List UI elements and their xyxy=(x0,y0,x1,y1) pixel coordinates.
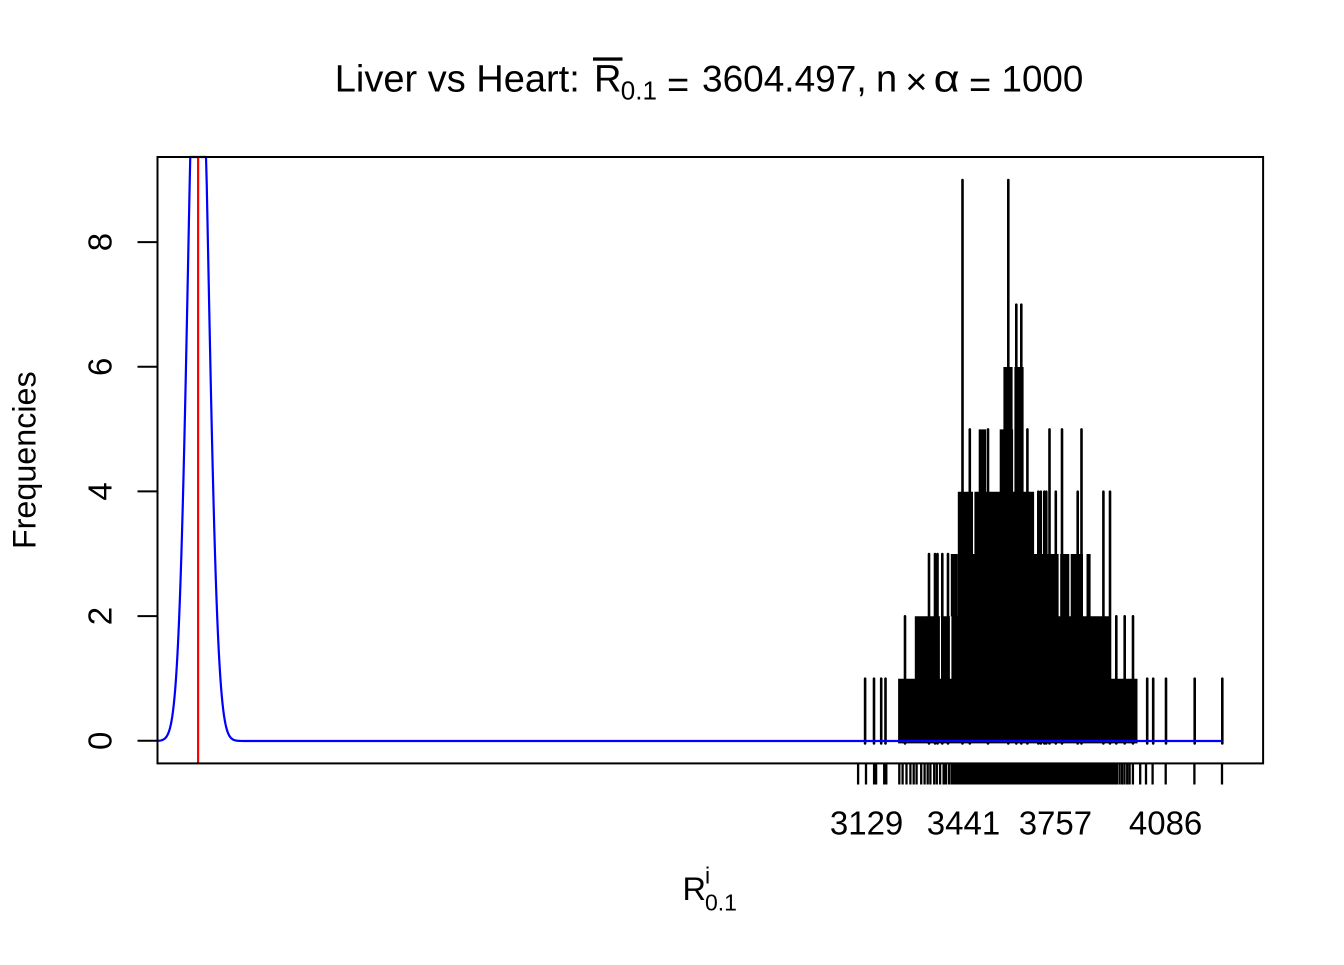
svg-text:1000: 1000 xyxy=(1002,59,1084,100)
svg-text:0: 0 xyxy=(82,732,119,750)
svg-text:4086: 4086 xyxy=(1129,805,1202,842)
svg-text:8: 8 xyxy=(82,233,119,251)
svg-text:×: × xyxy=(905,62,927,104)
svg-text:=: = xyxy=(667,65,689,107)
svg-text:i: i xyxy=(705,863,710,889)
svg-text:R: R xyxy=(683,871,706,907)
svg-text:3441: 3441 xyxy=(927,805,1000,842)
svg-text:n: n xyxy=(876,59,897,101)
svg-text:4: 4 xyxy=(82,482,119,500)
svg-text:6: 6 xyxy=(82,358,119,376)
svg-text:R: R xyxy=(594,59,621,101)
svg-text:=: = xyxy=(969,65,991,107)
svg-text:0.1: 0.1 xyxy=(705,890,737,916)
svg-text:3129: 3129 xyxy=(830,805,903,842)
svg-text:Frequencies: Frequencies xyxy=(7,371,43,549)
svg-text:α: α xyxy=(934,59,960,101)
svg-text:2: 2 xyxy=(82,607,119,625)
svg-text:3604.497,: 3604.497, xyxy=(702,59,867,100)
svg-text:Liver vs Heart:: Liver vs Heart: xyxy=(335,59,580,101)
svg-text:3757: 3757 xyxy=(1019,805,1092,842)
svg-text:0.1: 0.1 xyxy=(621,75,657,105)
